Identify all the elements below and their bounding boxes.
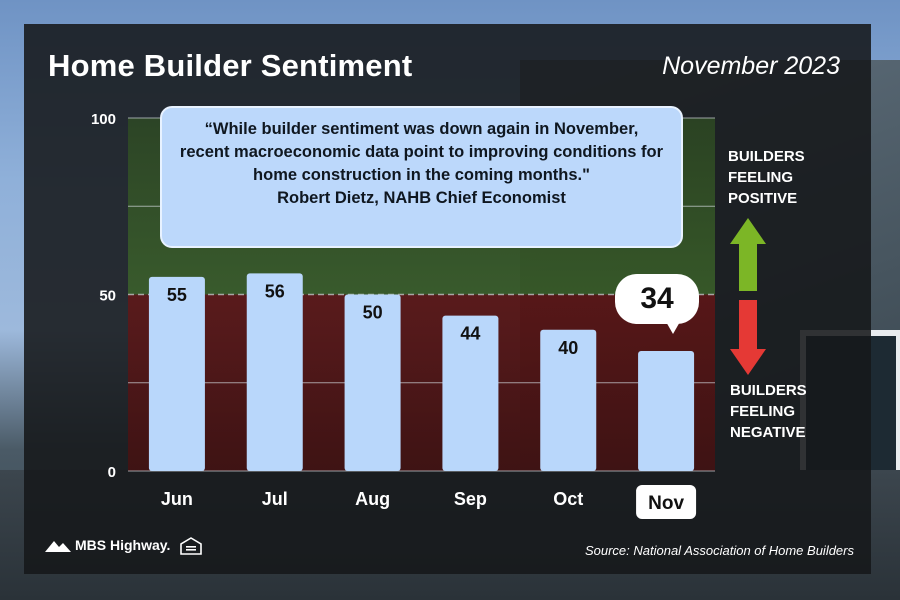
up-arrow-icon — [730, 218, 766, 291]
y-tick-label: 0 — [108, 464, 116, 481]
current-value-callout: 34 — [615, 274, 699, 324]
legend-positive: BUILDERS FEELING POSITIVE — [728, 148, 805, 207]
brand-logo: MBS Highway. — [45, 537, 170, 553]
bar-value-label: 44 — [460, 324, 480, 344]
bar — [246, 273, 303, 471]
bar — [148, 276, 205, 471]
bar — [638, 350, 695, 471]
down-arrow-icon — [730, 300, 766, 375]
x-tick-label: Sep — [454, 489, 487, 509]
quote-author: Robert Dietz, NAHB Chief Economist — [277, 189, 566, 207]
brand-name: MBS Highway. — [75, 537, 171, 553]
x-tick-label: Jun — [161, 489, 193, 509]
quote-text: “While builder sentiment was down again … — [179, 120, 664, 184]
quote-box: “While builder sentiment was down again … — [160, 106, 683, 248]
x-tick-label: Jul — [262, 489, 288, 509]
equal-housing-icon — [178, 536, 204, 556]
bar — [344, 294, 401, 471]
callout-value: 34 — [640, 282, 674, 315]
bar-value-label: 56 — [265, 281, 285, 301]
x-tick-label: Aug — [355, 489, 390, 509]
y-tick-label: 100 — [91, 111, 116, 128]
legend-negative: BUILDERS FEELING NEGATIVE — [730, 382, 807, 441]
bar — [540, 329, 597, 471]
x-tick-label: Oct — [553, 489, 583, 509]
y-tick-label: 50 — [99, 288, 116, 305]
callout-tail — [665, 320, 681, 334]
report-date: November 2023 — [662, 52, 840, 80]
page-title: Home Builder Sentiment — [48, 48, 413, 83]
bar-value-label: 55 — [167, 285, 187, 305]
highlight-label-box — [636, 485, 697, 519]
bar-value-label: 50 — [363, 303, 383, 323]
source-note: Source: National Association of Home Bui… — [584, 543, 854, 558]
bar — [442, 315, 499, 471]
x-tick-label: Nov — [648, 493, 684, 514]
bar-value-label: 40 — [558, 338, 578, 358]
mountain-icon — [45, 541, 71, 552]
